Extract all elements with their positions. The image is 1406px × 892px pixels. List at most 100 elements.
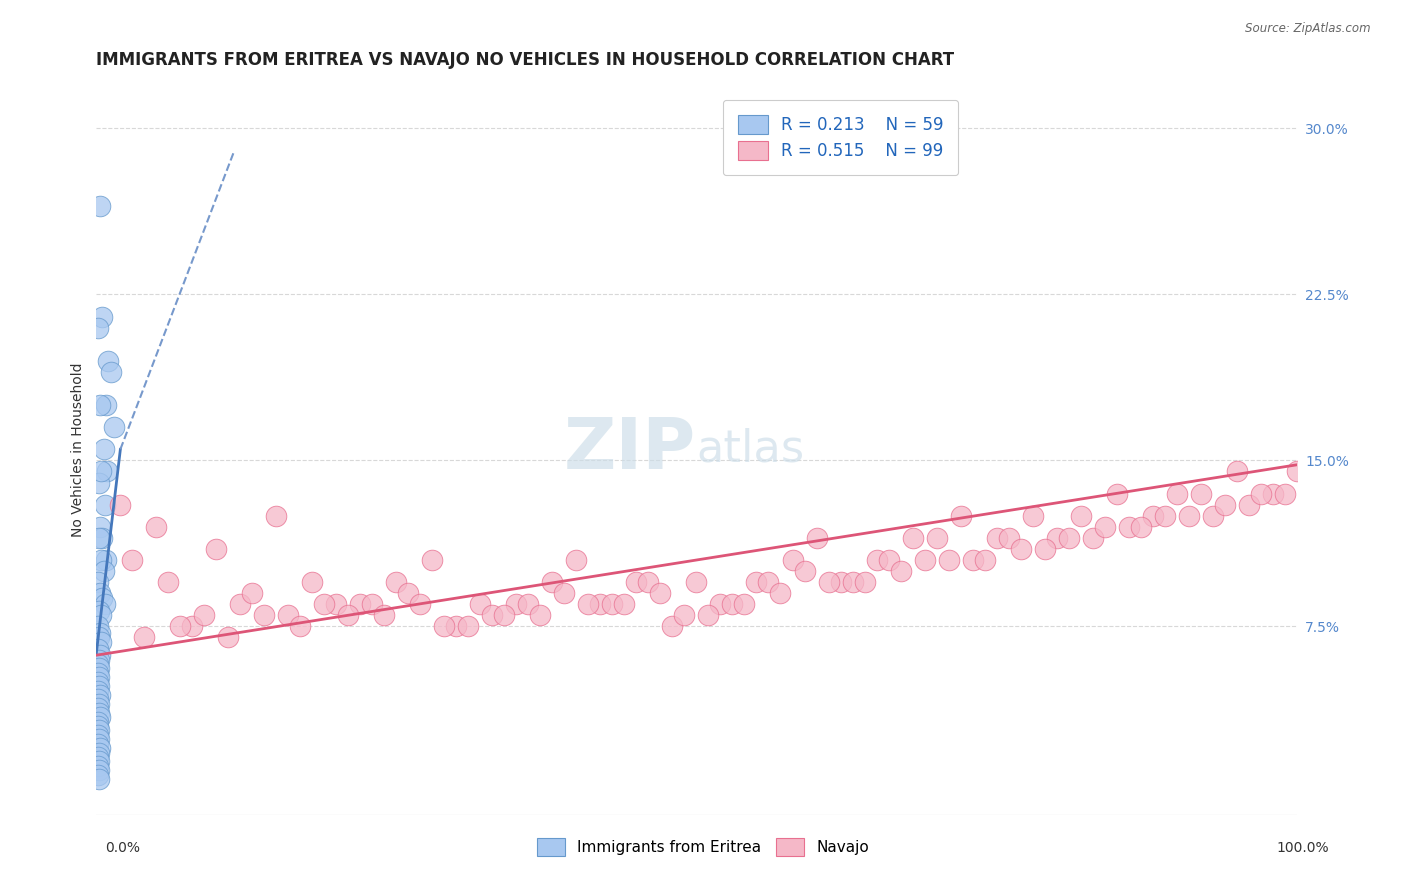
- Point: [91, 591, 114, 605]
- Point: [685, 575, 707, 590]
- Point: [1166, 486, 1188, 500]
- Text: ZIP: ZIP: [564, 415, 696, 483]
- Point: [986, 531, 1008, 545]
- Point: [86, 657, 108, 671]
- Text: atlas: atlas: [696, 428, 804, 471]
- Point: [86, 701, 108, 715]
- Point: [193, 608, 215, 623]
- Point: [769, 586, 792, 600]
- Text: IMMIGRANTS FROM ERITREA VS NAVAJO NO VEHICLES IN HOUSEHOLD CORRELATION CHART: IMMIGRANTS FROM ERITREA VS NAVAJO NO VEH…: [97, 51, 955, 69]
- Point: [86, 665, 108, 680]
- Point: [90, 465, 112, 479]
- Point: [87, 772, 110, 786]
- Point: [89, 398, 111, 412]
- Point: [277, 608, 299, 623]
- Point: [1021, 508, 1043, 523]
- Point: [446, 619, 468, 633]
- Point: [541, 575, 564, 590]
- Point: [385, 575, 408, 590]
- Point: [110, 498, 132, 512]
- Point: [89, 741, 111, 756]
- Point: [709, 597, 731, 611]
- Point: [87, 706, 110, 720]
- Point: [830, 575, 852, 590]
- Point: [87, 652, 110, 666]
- Point: [93, 564, 115, 578]
- Point: [87, 764, 110, 778]
- Point: [973, 553, 995, 567]
- Point: [89, 710, 111, 724]
- Point: [949, 508, 972, 523]
- Point: [91, 531, 114, 545]
- Point: [1081, 531, 1104, 545]
- Point: [1153, 508, 1175, 523]
- Point: [157, 575, 180, 590]
- Point: [86, 728, 108, 742]
- Point: [1274, 486, 1296, 500]
- Point: [361, 597, 384, 611]
- Point: [94, 597, 117, 611]
- Point: [349, 597, 371, 611]
- Point: [86, 759, 108, 773]
- Point: [1250, 486, 1272, 500]
- Point: [1201, 508, 1223, 523]
- Point: [889, 564, 911, 578]
- Text: 100.0%: 100.0%: [1277, 841, 1329, 855]
- Point: [253, 608, 276, 623]
- Point: [602, 597, 624, 611]
- Point: [86, 768, 108, 782]
- Point: [94, 498, 117, 512]
- Point: [782, 553, 804, 567]
- Point: [87, 697, 110, 711]
- Point: [86, 719, 108, 733]
- Point: [87, 670, 110, 684]
- Point: [90, 635, 112, 649]
- Point: [853, 575, 876, 590]
- Point: [925, 531, 948, 545]
- Point: [806, 531, 828, 545]
- Point: [938, 553, 960, 567]
- Point: [697, 608, 720, 623]
- Legend: Immigrants from Eritrea, Navajo: Immigrants from Eritrea, Navajo: [531, 832, 875, 862]
- Point: [1105, 486, 1128, 500]
- Point: [841, 575, 863, 590]
- Point: [100, 365, 122, 379]
- Point: [817, 575, 839, 590]
- Point: [373, 608, 395, 623]
- Point: [505, 597, 527, 611]
- Point: [589, 597, 612, 611]
- Point: [1261, 486, 1284, 500]
- Point: [481, 608, 503, 623]
- Point: [87, 755, 110, 769]
- Point: [87, 679, 110, 693]
- Point: [734, 597, 756, 611]
- Point: [229, 597, 252, 611]
- Point: [673, 608, 696, 623]
- Point: [314, 597, 336, 611]
- Point: [325, 597, 347, 611]
- Point: [89, 586, 111, 600]
- Point: [1189, 486, 1212, 500]
- Point: [86, 683, 108, 698]
- Point: [90, 608, 112, 623]
- Point: [87, 732, 110, 747]
- Point: [86, 641, 108, 656]
- Y-axis label: No Vehicles in Household: No Vehicles in Household: [72, 362, 86, 537]
- Point: [962, 553, 984, 567]
- Point: [134, 631, 156, 645]
- Point: [578, 597, 600, 611]
- Point: [613, 597, 636, 611]
- Point: [97, 353, 120, 368]
- Point: [89, 520, 111, 534]
- Point: [1094, 520, 1116, 534]
- Point: [91, 310, 114, 324]
- Point: [87, 604, 110, 618]
- Point: [89, 648, 111, 663]
- Point: [529, 608, 551, 623]
- Point: [1033, 541, 1056, 556]
- Point: [865, 553, 887, 567]
- Point: [90, 553, 112, 567]
- Point: [1057, 531, 1080, 545]
- Point: [242, 586, 264, 600]
- Point: [205, 541, 228, 556]
